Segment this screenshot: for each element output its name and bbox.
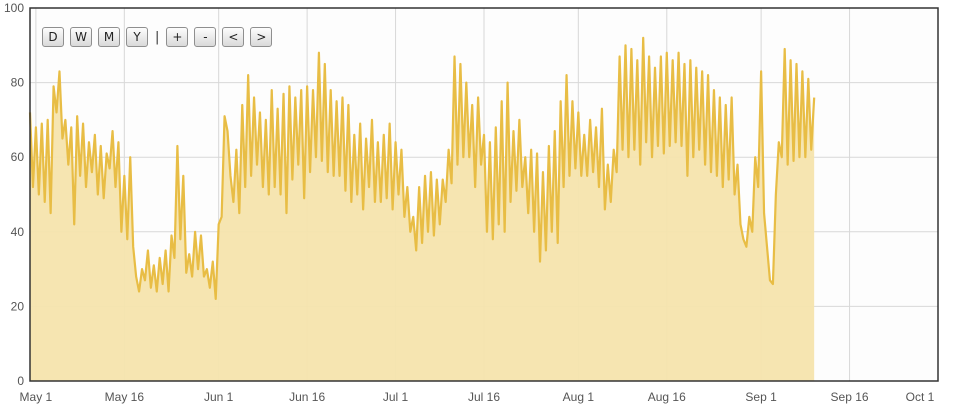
week-button[interactable]: W	[70, 27, 92, 47]
series-line	[28, 36, 816, 301]
y-tick-label: 100	[4, 1, 24, 15]
toolbar-separator: |	[155, 29, 160, 45]
x-tick-label: May 16	[105, 390, 145, 404]
y-tick-label: 0	[17, 374, 24, 388]
zoom-in-button[interactable]: +	[166, 27, 189, 47]
x-tick-label: Sep 1	[745, 390, 777, 404]
zoom-out-button[interactable]: -	[194, 27, 217, 47]
previous-button[interactable]: <	[222, 27, 245, 47]
x-tick-label: Jun 1	[204, 390, 234, 404]
x-axis-tick-labels: May 1 May 16 Jun 1 Jun 16 Jul 1 Jul 16 Aug 1 Au…	[20, 390, 935, 404]
x-tick-label: Jul 16	[468, 390, 500, 404]
x-tick-label: Aug 1	[563, 390, 595, 404]
x-tick-label: Jun 16	[289, 390, 325, 404]
x-tick-label: Sep 16	[831, 390, 869, 404]
plot-border	[29, 7, 939, 382]
day-button[interactable]: D	[42, 27, 64, 47]
y-tick-label: 60	[11, 150, 25, 164]
next-button[interactable]: >	[250, 27, 273, 47]
x-tick-label: Oct 1	[906, 390, 935, 404]
y-tick-label: 80	[11, 76, 25, 90]
x-tick-label: May 1	[20, 390, 53, 404]
x-tick-label: Aug 16	[648, 390, 686, 404]
year-button[interactable]: Y	[126, 27, 148, 47]
x-tick-label: Jul 1	[383, 390, 409, 404]
y-axis-tick-labels: 0 20 40 60 80 100	[4, 1, 24, 388]
y-tick-label: 20	[11, 299, 25, 313]
month-button[interactable]: M	[98, 27, 120, 47]
range-toolbar: D W M Y | + - < >	[42, 27, 273, 47]
y-tick-label: 40	[11, 225, 25, 239]
